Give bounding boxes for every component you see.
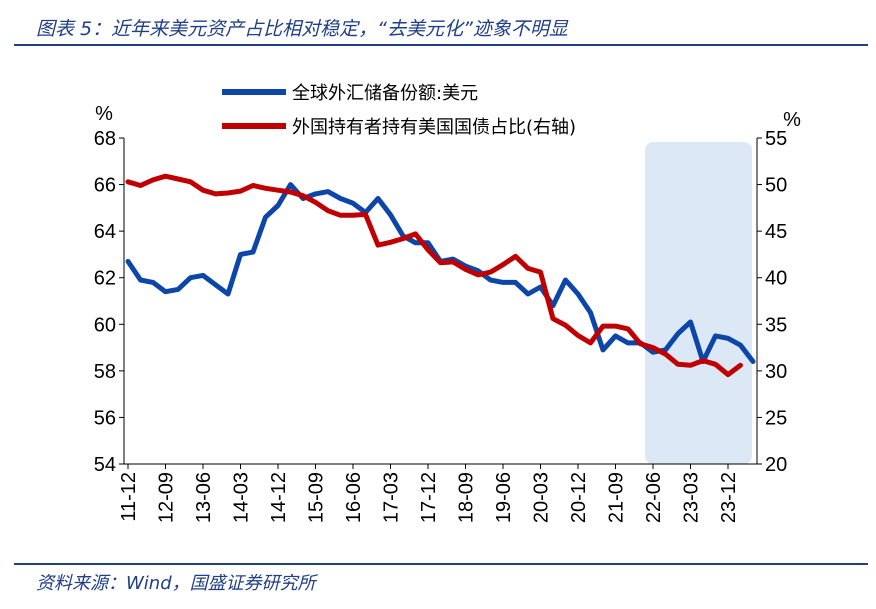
x-tick-label: 23-12 — [718, 472, 740, 523]
left-tick-label: 58 — [94, 361, 116, 383]
left-tick-label: 56 — [94, 407, 116, 429]
x-tick-label: 22-06 — [643, 472, 665, 523]
x-tick-label: 19-06 — [493, 472, 515, 523]
x-tick-label: 17-12 — [418, 472, 440, 523]
right-tick-label: 40 — [765, 268, 787, 290]
right-tick-label: 35 — [765, 314, 787, 336]
x-tick-label: 13-06 — [193, 472, 215, 523]
x-tick-label: 18-09 — [456, 472, 478, 523]
x-tick-label: 20-12 — [568, 472, 590, 523]
x-tick-label: 12-09 — [156, 472, 178, 523]
figure-title: 图表 5：近年来美元资产占比相对稳定，“去美元化”迹象不明显 — [36, 18, 568, 40]
source-topline — [14, 563, 868, 565]
x-tick-label: 15-09 — [306, 472, 328, 523]
right-axis-unit: % — [783, 109, 801, 131]
left-tick-label: 64 — [94, 221, 116, 243]
left-tick-label: 54 — [94, 454, 116, 476]
left-tick-label: 68 — [94, 128, 116, 150]
x-tick-label: 11-12 — [118, 472, 140, 522]
right-tick-label: 30 — [765, 361, 787, 383]
left-tick-label: 66 — [94, 175, 116, 197]
legend-label-treasury: 外国持有者持有美国国债占比(右轴) — [292, 117, 576, 138]
left-tick-label: 60 — [94, 314, 116, 336]
x-tick-label: 23-03 — [681, 472, 703, 523]
x-tick-label: 20-03 — [531, 472, 553, 523]
source-note: 资料来源：Wind，国盛证券研究所 — [36, 573, 316, 594]
right-tick-label: 20 — [765, 454, 787, 476]
right-tick-label: 25 — [765, 407, 787, 429]
highlight-region — [645, 142, 752, 464]
x-tick-label: 16-06 — [343, 472, 365, 523]
series-line-treasury — [125, 173, 743, 378]
left-tick-label: 62 — [94, 268, 116, 290]
x-tick-label: 17-03 — [381, 472, 403, 523]
right-tick-label: 45 — [765, 221, 787, 243]
left-axis-unit: % — [95, 103, 113, 125]
right-tick-label: 50 — [765, 175, 787, 197]
x-tick-label: 14-12 — [268, 472, 290, 523]
right-tick-label: 55 — [765, 128, 787, 150]
x-tick-label: 14-03 — [231, 472, 253, 523]
legend-label-reserves: 全球外汇储备份额:美元 — [292, 83, 478, 104]
x-tick-label: 21-09 — [606, 472, 628, 523]
title-underline — [14, 44, 868, 46]
